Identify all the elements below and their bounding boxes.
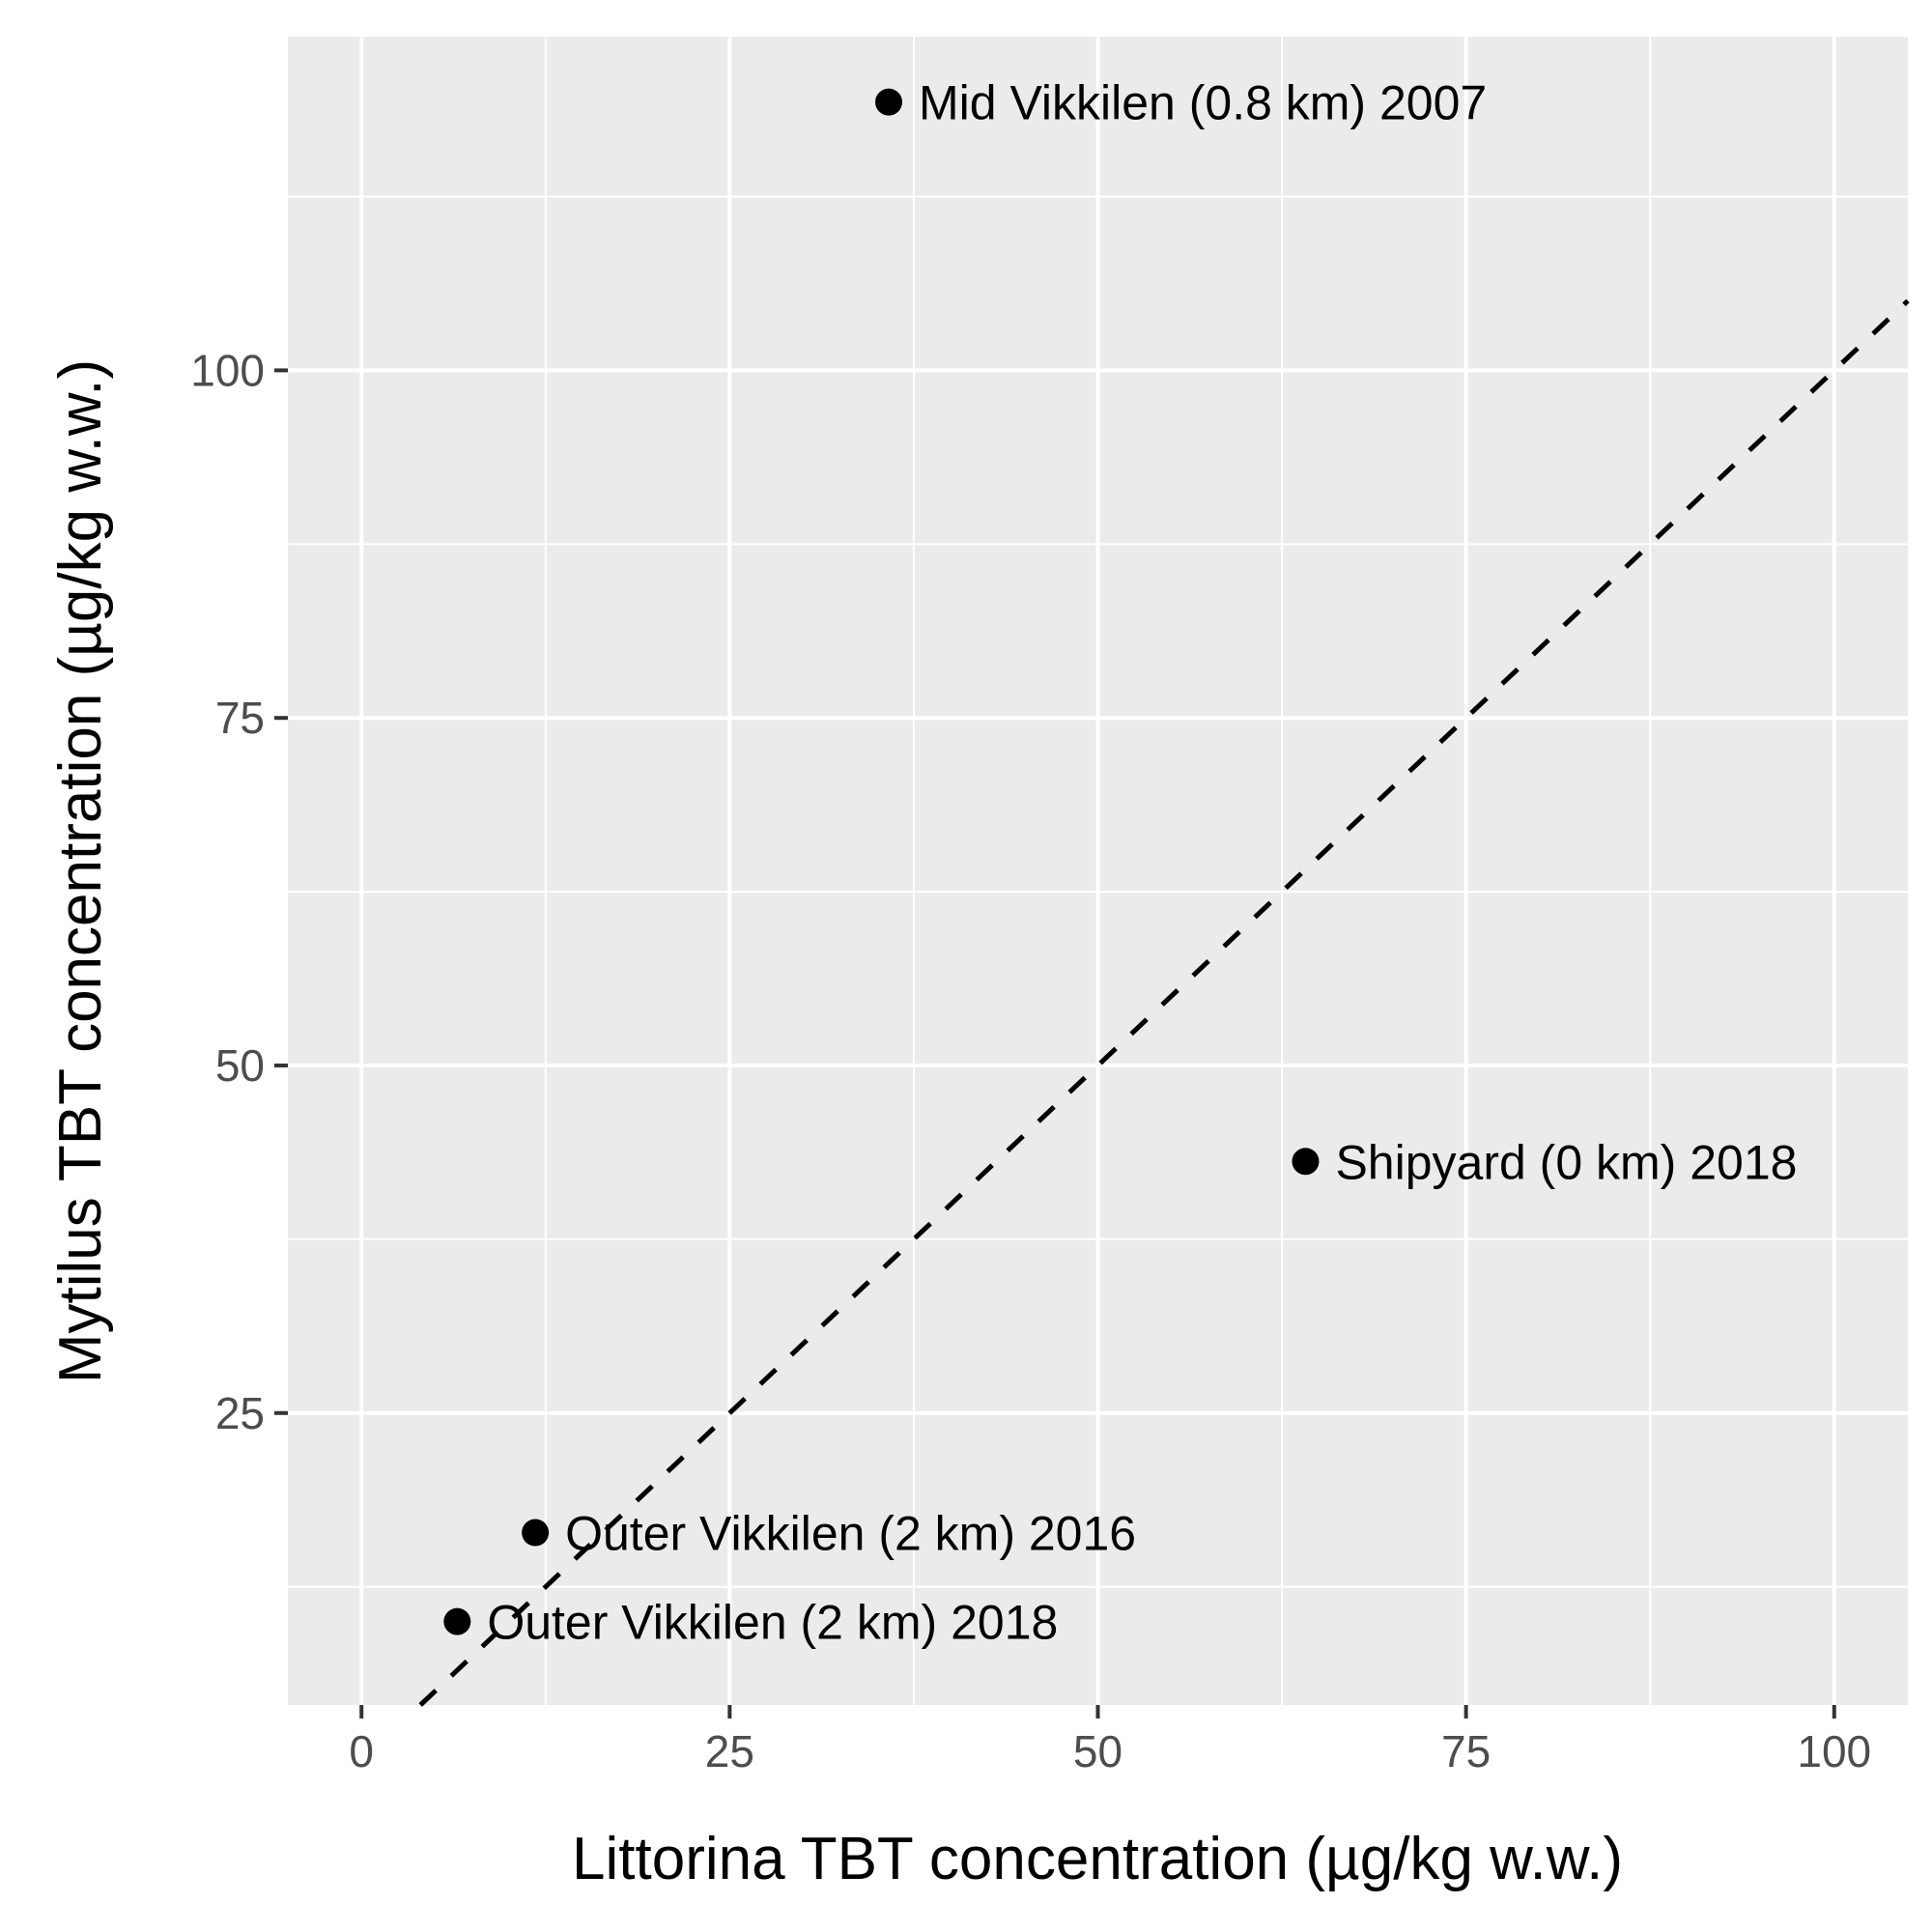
point-label: Outer Vikkilen (2 km) 2016 — [565, 1507, 1136, 1561]
reference-line-y-equals-x — [418, 298, 1910, 1707]
y-tick-label: 100 — [190, 345, 265, 395]
y-axis: 25 50 75 100 — [190, 345, 288, 1438]
x-tick-label: 25 — [705, 1726, 754, 1776]
x-tick-label: 50 — [1073, 1726, 1122, 1776]
data-point — [875, 88, 903, 116]
reference-line-group — [418, 298, 1910, 1707]
data-point — [443, 1607, 471, 1635]
points-group: Mid Vikkilen (0.8 km) 2007 Shipyard (0 km… — [443, 76, 1797, 1650]
x-tick-label: 100 — [1797, 1726, 1871, 1776]
y-tick-label: 50 — [215, 1040, 265, 1091]
point-label: Shipyard (0 km) 2018 — [1335, 1135, 1797, 1189]
x-tick-label: 75 — [1441, 1726, 1491, 1776]
x-axis: 0 25 50 75 100 — [349, 1705, 1871, 1776]
data-point — [1292, 1148, 1320, 1176]
y-axis-title: Mytilus TBT concentration (µg/kg w.w.) — [47, 359, 114, 1383]
y-tick-label: 75 — [215, 693, 265, 743]
y-tick-label: 25 — [215, 1388, 265, 1438]
x-tick-label: 0 — [349, 1726, 374, 1776]
grid-major — [288, 37, 1908, 1705]
point-label: Mid Vikkilen (0.8 km) 2007 — [919, 76, 1487, 130]
point-label: Outer Vikkilen (2 km) 2018 — [487, 1596, 1058, 1650]
data-point — [522, 1519, 550, 1547]
x-axis-title: Littorina TBT concentration (µg/kg w.w.) — [572, 1826, 1623, 1892]
